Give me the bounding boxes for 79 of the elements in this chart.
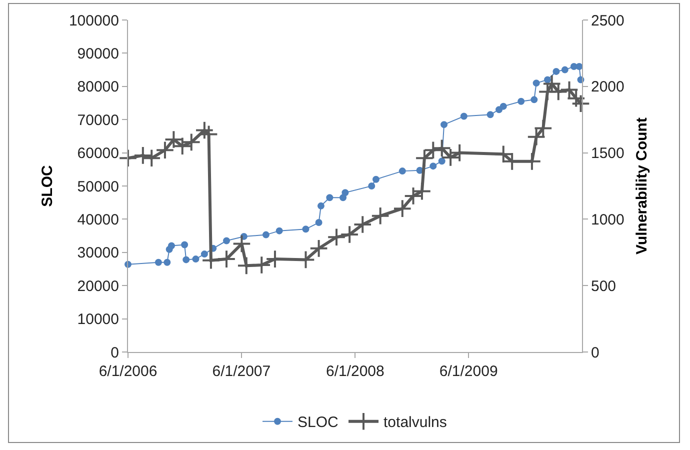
- point: [486, 111, 494, 118]
- point: [430, 162, 437, 170]
- point: [368, 182, 376, 190]
- point: [315, 219, 322, 226]
- point: [571, 94, 590, 114]
- y-axis-title: SLOC: [39, 165, 56, 207]
- y2-tick-label: 1500: [591, 145, 624, 162]
- point: [327, 228, 346, 247]
- y-tick-label: 100000: [68, 12, 119, 30]
- point: [236, 256, 256, 276]
- point: [530, 96, 538, 104]
- point: [370, 206, 390, 226]
- point: [195, 120, 214, 140]
- point: [142, 148, 162, 168]
- y-tick-label: 20000: [77, 278, 119, 295]
- point: [353, 215, 372, 234]
- point: [317, 202, 324, 210]
- point: [561, 66, 568, 74]
- point: [526, 127, 546, 146]
- point: [392, 199, 412, 218]
- point: [544, 76, 552, 84]
- point: [309, 239, 328, 258]
- legend-label: totalvulns: [384, 414, 447, 432]
- point: [518, 98, 525, 105]
- y2-axis-title: Vulnerability Count: [633, 118, 650, 254]
- point: [342, 189, 349, 196]
- point: [576, 62, 583, 70]
- y-tick-label: 70000: [77, 112, 119, 129]
- point: [168, 242, 175, 250]
- point: [532, 80, 540, 87]
- x-tick-label: 6/1/2009: [439, 363, 498, 380]
- point: [156, 140, 174, 160]
- point: [534, 118, 553, 138]
- point: [154, 258, 162, 266]
- point: [232, 234, 252, 254]
- point: [182, 132, 201, 152]
- point: [326, 194, 334, 202]
- y2-tick-label: 500: [591, 278, 616, 295]
- x-tick-label: 6/1/2006: [98, 363, 158, 380]
- point: [398, 168, 406, 175]
- y2-tick-label: 2500: [591, 12, 624, 30]
- point: [424, 140, 443, 160]
- point: [192, 256, 200, 263]
- point: [302, 226, 310, 233]
- point: [134, 146, 152, 165]
- point: [404, 186, 423, 206]
- y-tick-label: 60000: [77, 145, 119, 162]
- point: [415, 148, 434, 168]
- y-tick-label: 90000: [77, 45, 119, 62]
- point: [440, 121, 448, 128]
- y2-tick-label: 2000: [591, 78, 624, 96]
- y-tick-label: 50000: [77, 178, 119, 196]
- point: [217, 250, 236, 268]
- point: [500, 102, 507, 110]
- point: [223, 237, 230, 244]
- legend-label: SLOC: [298, 414, 339, 432]
- y2-tick-label: 1000: [591, 211, 624, 228]
- x-tick-label: 6/1/2007: [212, 363, 271, 380]
- point: [412, 182, 432, 201]
- point: [118, 148, 138, 168]
- point: [181, 241, 188, 248]
- y2-tick-label: 0: [591, 344, 600, 362]
- y-tick-label: 10000: [77, 311, 119, 328]
- point: [340, 225, 359, 244]
- point: [182, 256, 190, 264]
- point: [262, 231, 270, 238]
- y-tick-label: 0: [110, 344, 119, 362]
- point: [438, 158, 446, 165]
- point: [164, 258, 171, 266]
- point: [460, 112, 468, 120]
- y-tick-label: 80000: [77, 78, 119, 96]
- point: [552, 68, 560, 75]
- y-tick-label: 30000: [77, 244, 119, 262]
- point: [200, 250, 208, 258]
- point: [340, 194, 347, 202]
- x-tick-label: 6/1/2008: [326, 363, 384, 380]
- y-tick-label: 40000: [77, 211, 119, 228]
- point: [276, 227, 283, 234]
- point: [372, 176, 380, 183]
